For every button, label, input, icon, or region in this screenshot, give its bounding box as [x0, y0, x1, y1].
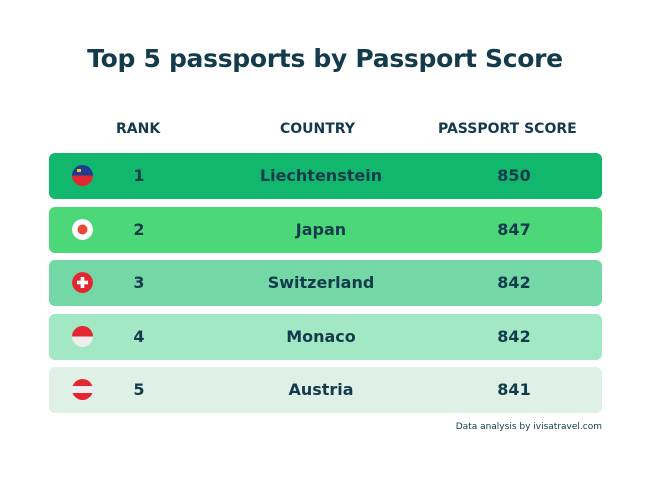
column-header-rank: RANK [116, 121, 161, 137]
liechtenstein-flag-icon [72, 165, 93, 186]
country-cell: Austria [288, 380, 354, 399]
table-row: 4 Monaco 842 [49, 314, 602, 360]
rank-cell: 4 [133, 327, 145, 346]
austria-flag-icon [72, 379, 93, 400]
score-cell: 842 [497, 273, 531, 292]
rank-cell: 5 [133, 380, 145, 399]
score-cell: 850 [497, 166, 531, 185]
table-row: 1 Liechtenstein 850 [49, 153, 602, 199]
table-row: 5 Austria 841 [49, 367, 602, 413]
score-cell: 841 [497, 380, 531, 399]
country-cell: Switzerland [267, 273, 375, 292]
column-header-country: COUNTRY [280, 121, 355, 137]
country-cell: Liechtenstein [259, 166, 383, 185]
column-header-passport-score: PASSPORT SCORE [438, 121, 577, 137]
source-attribution: Data analysis by ivisatravel.com [455, 422, 602, 432]
score-cell: 847 [497, 220, 531, 239]
table-row: 3 Switzerland 842 [49, 260, 602, 306]
monaco-flag-icon [72, 326, 93, 347]
switzerland-flag-icon [72, 272, 93, 293]
score-cell: 842 [497, 327, 531, 346]
rank-cell: 3 [133, 273, 145, 292]
rank-cell: 2 [133, 220, 145, 239]
japan-flag-icon [72, 219, 93, 240]
rank-cell: 1 [133, 166, 145, 185]
chart-title: Top 5 passports by Passport Score [87, 44, 563, 73]
country-cell: Monaco [286, 327, 356, 346]
table-row: 2 Japan 847 [49, 207, 602, 253]
country-cell: Japan [295, 220, 347, 239]
